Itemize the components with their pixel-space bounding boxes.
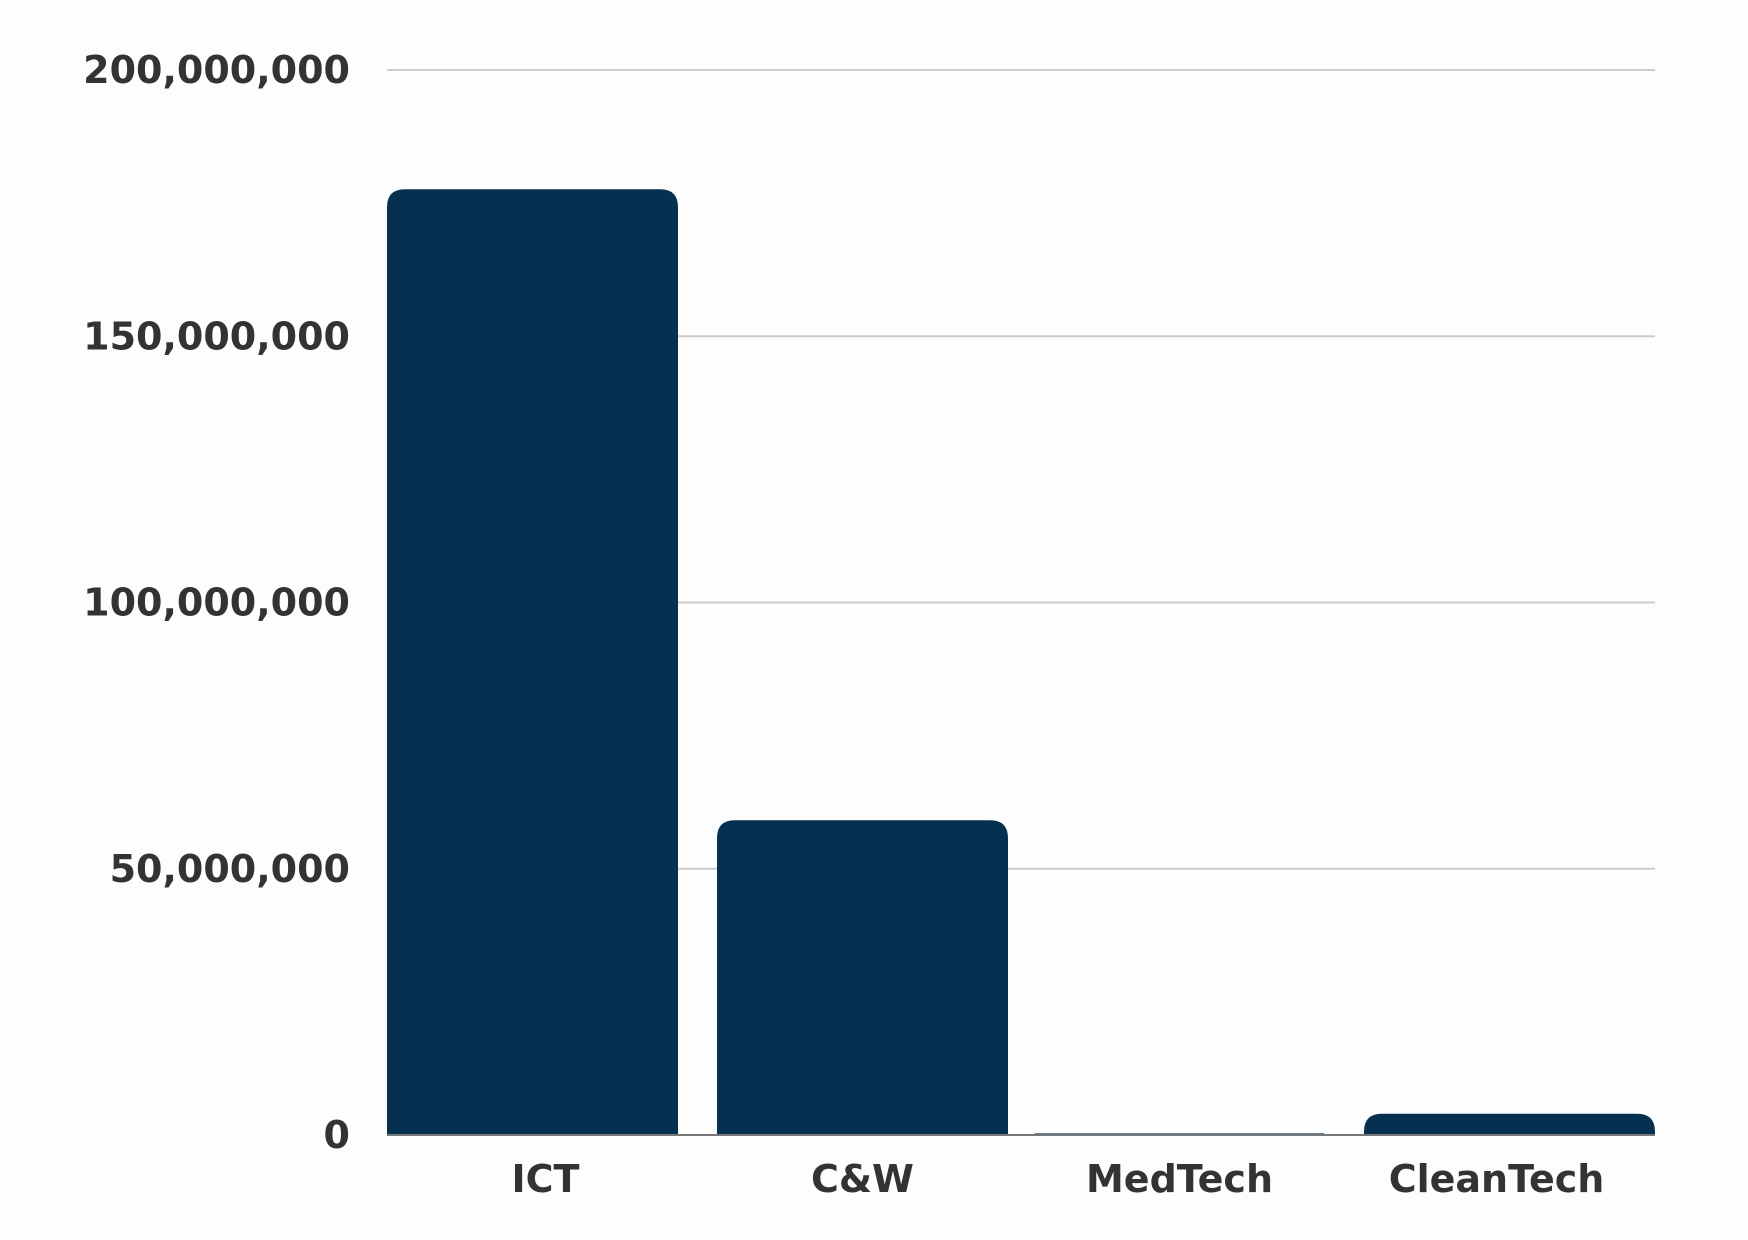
y-tick-label: 150,000,000 bbox=[83, 314, 350, 358]
y-axis-ticks: 0 50,000,000 100,000,000 150,000,000 200,000… bbox=[83, 48, 350, 1157]
x-tick-label: MedTech bbox=[1086, 1157, 1273, 1201]
y-tick-label: 200,000,000 bbox=[83, 48, 350, 92]
bar-cleantech bbox=[1364, 1113, 1655, 1135]
bars bbox=[387, 189, 1655, 1135]
y-tick-label: 0 bbox=[324, 1113, 350, 1157]
bar-ict bbox=[387, 189, 678, 1135]
x-axis-ticks: ICT C&W MedTech CleanTech bbox=[512, 1157, 1605, 1201]
x-tick-label: ICT bbox=[512, 1157, 580, 1201]
bar-cw bbox=[717, 820, 1008, 1135]
y-tick-label: 50,000,000 bbox=[110, 847, 350, 891]
x-tick-label: C&W bbox=[811, 1157, 914, 1201]
x-tick-label: CleanTech bbox=[1389, 1157, 1605, 1201]
y-tick-label: 100,000,000 bbox=[83, 581, 350, 625]
